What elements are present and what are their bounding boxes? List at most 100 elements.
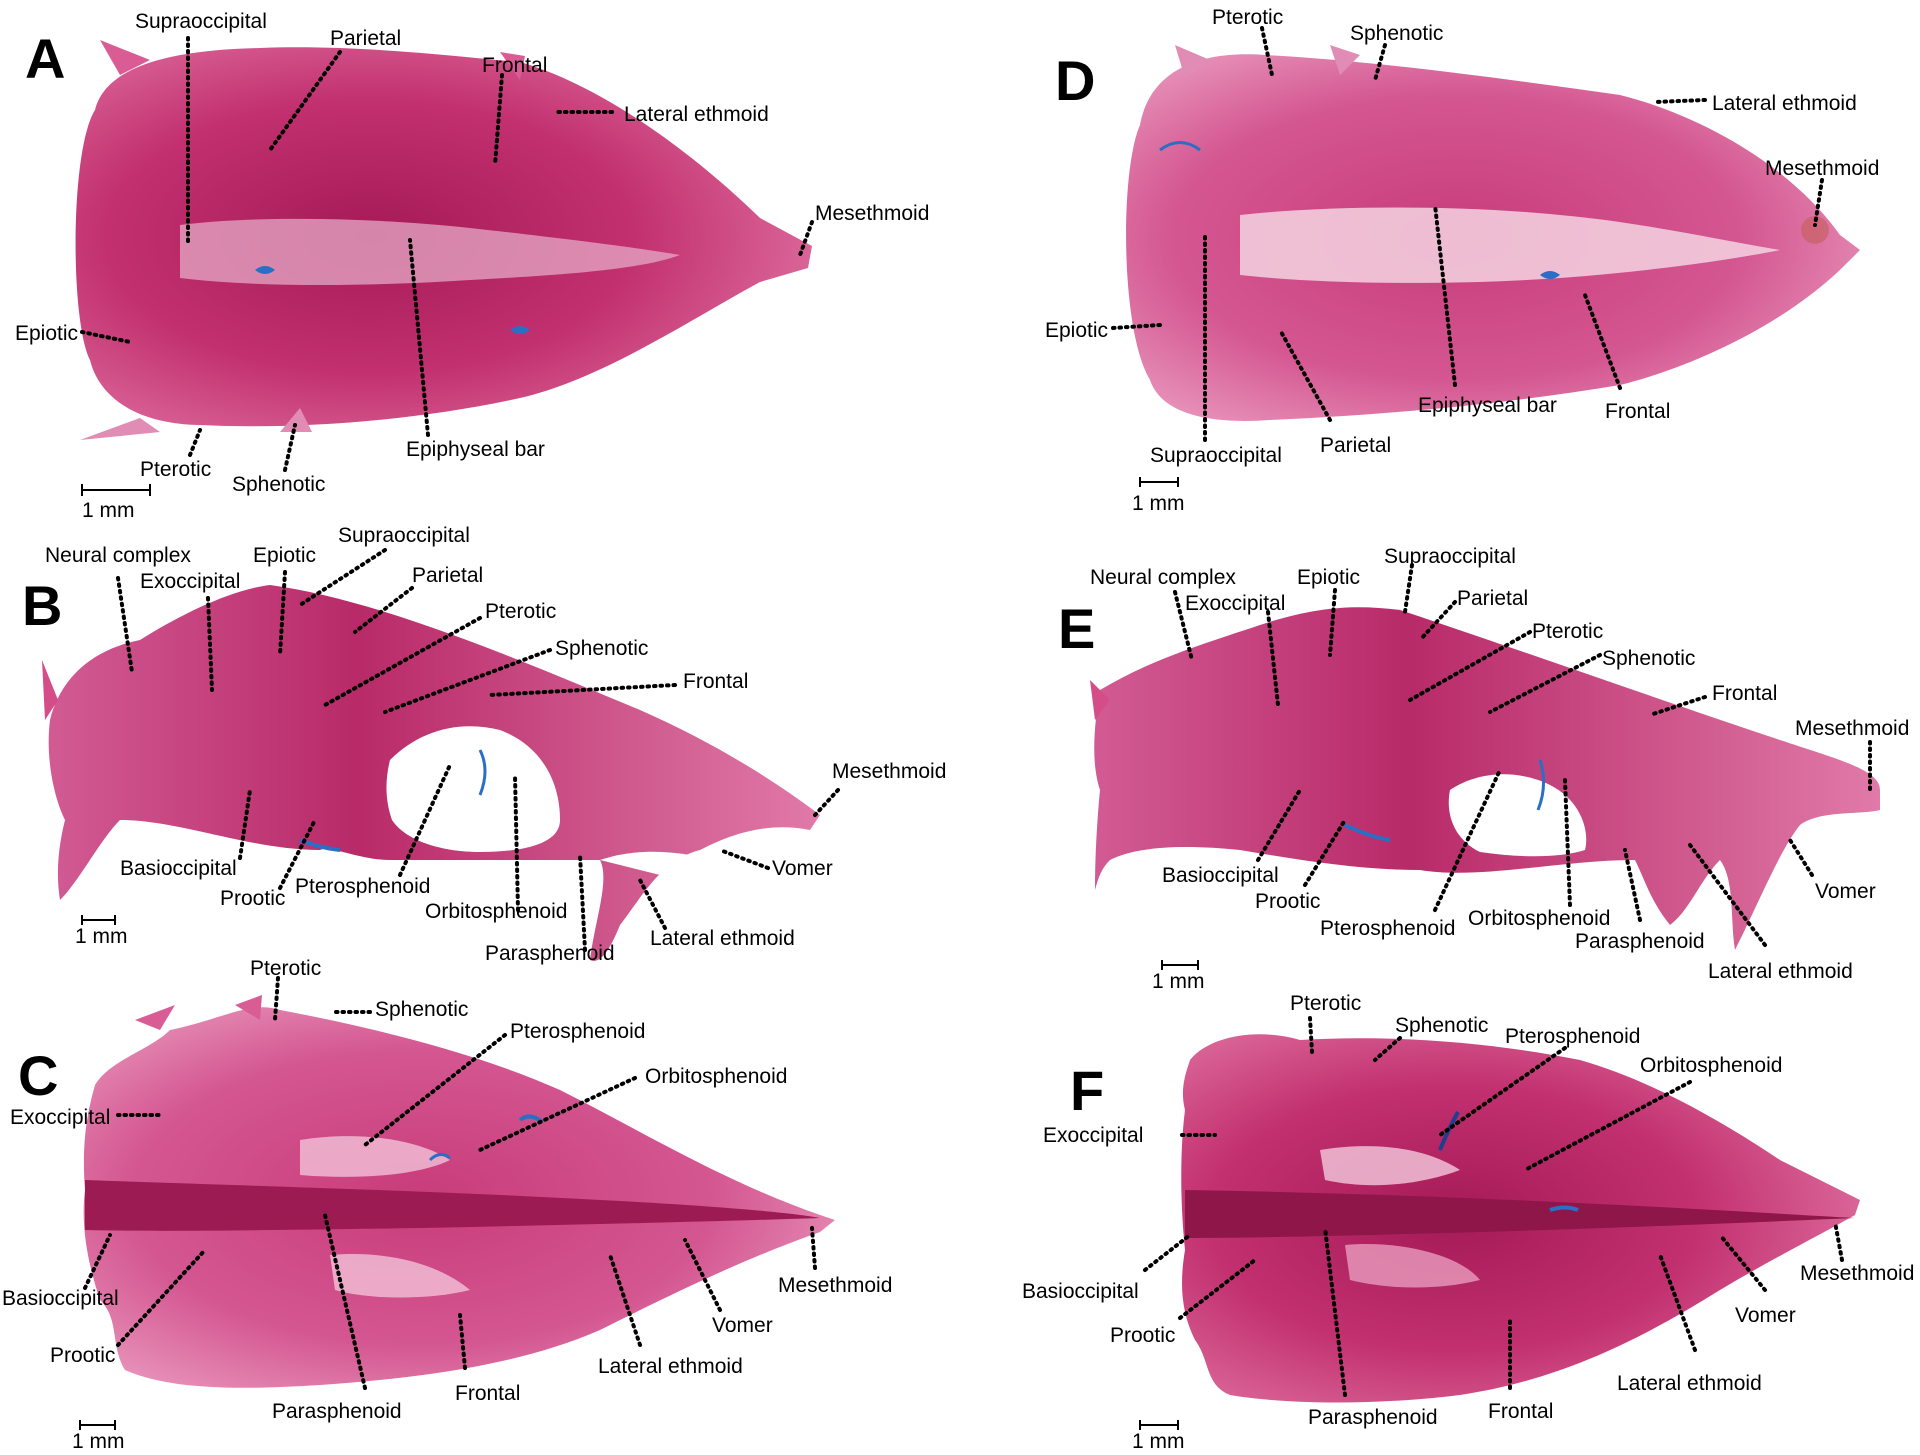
label-mesethmoid-c: Mesethmoid	[778, 1274, 892, 1297]
scale-label-c: 1 mm	[72, 1430, 125, 1453]
label-pterotic-d: Pterotic	[1212, 6, 1283, 29]
label-supraoccipital-e: Supraoccipital	[1384, 545, 1516, 568]
label-basioccipital-b: Basioccipital	[120, 857, 237, 880]
panel-c: C 1 mm Pterotic Sphenotic Pterosphenoid …	[2, 957, 892, 1453]
label-basioccipital-f: Basioccipital	[1022, 1280, 1139, 1303]
scale-bar-f: 1 mm	[1132, 1420, 1185, 1453]
label-frontal-a: Frontal	[482, 54, 547, 77]
skull-ventral-photo-c	[83, 995, 836, 1388]
label-lateral-ethmoid-e: Lateral ethmoid	[1708, 960, 1853, 983]
label-epiotic-d: Epiotic	[1045, 319, 1108, 342]
label-supraoccipital-b: Supraoccipital	[338, 524, 470, 547]
label-sphenotic-f: Sphenotic	[1395, 1014, 1488, 1037]
scale-bar-e: 1 mm	[1152, 960, 1205, 993]
label-sphenotic-a: Sphenotic	[232, 473, 325, 496]
label-pterosphenoid-e: Pterosphenoid	[1320, 917, 1455, 940]
label-supraoccipital-d: Supraoccipital	[1150, 444, 1282, 467]
annotations-c: Pterotic Sphenotic Pterosphenoid Orbitos…	[2, 957, 892, 1423]
annotations-e: Neural complex Exoccipital Epiotic Supra…	[1090, 545, 1909, 983]
label-sphenotic-c: Sphenotic	[375, 998, 468, 1021]
label-exoccipital-c: Exoccipital	[10, 1106, 110, 1129]
skull-dorsal-photo-d	[1126, 45, 1860, 421]
label-pterosphenoid-f: Pterosphenoid	[1505, 1025, 1640, 1048]
label-parasphenoid-b: Parasphenoid	[485, 942, 615, 965]
label-vomer-c: Vomer	[712, 1314, 773, 1337]
label-mesethmoid-e: Mesethmoid	[1795, 717, 1909, 740]
label-epiphyseal-bar-a: Epiphyseal bar	[406, 438, 545, 461]
label-exoccipital-b: Exoccipital	[140, 570, 240, 593]
label-pterotic-f: Pterotic	[1290, 992, 1361, 1015]
label-vomer-e: Vomer	[1815, 880, 1876, 903]
panel-letter-e: E	[1058, 597, 1095, 660]
label-frontal-f: Frontal	[1488, 1400, 1553, 1423]
label-parietal-b: Parietal	[412, 564, 483, 587]
panel-a: A 1 mm Supraoccipital Parietal Frontal L…	[15, 10, 929, 522]
label-parietal-a: Parietal	[330, 27, 401, 50]
label-sphenotic-e: Sphenotic	[1602, 647, 1695, 670]
annotations-a: Supraoccipital Parietal Frontal Lateral …	[15, 10, 929, 496]
label-mesethmoid-a: Mesethmoid	[815, 202, 929, 225]
label-parasphenoid-f: Parasphenoid	[1308, 1406, 1438, 1429]
annotations-d: Pterotic Sphenotic Lateral ethmoid Meset…	[1045, 6, 1879, 467]
panel-e: E 1 mm Neural complex Exoccipital Epioti…	[1058, 545, 1909, 993]
label-exoccipital-f: Exoccipital	[1043, 1124, 1143, 1147]
label-epiotic-a: Epiotic	[15, 322, 78, 345]
label-frontal-d: Frontal	[1605, 400, 1670, 423]
label-pterotic-a: Pterotic	[140, 458, 211, 481]
label-mesethmoid-b: Mesethmoid	[832, 760, 946, 783]
label-frontal-c: Frontal	[455, 1382, 520, 1405]
label-orbitosphenoid-e: Orbitosphenoid	[1468, 907, 1610, 930]
panel-letter-b: B	[22, 574, 62, 637]
label-frontal-b: Frontal	[683, 670, 748, 693]
label-orbitosphenoid-b: Orbitosphenoid	[425, 900, 567, 923]
panel-b: B 1 mm Neural complex Exoccipital Epioti…	[22, 524, 946, 965]
skull-lateral-photo-e	[1090, 607, 1880, 950]
scale-label-b: 1 mm	[75, 925, 128, 948]
panel-d: D 1 mm Pterotic Sphenotic Lateral ethmoi…	[1045, 6, 1879, 515]
label-orbitosphenoid-c: Orbitosphenoid	[645, 1065, 787, 1088]
label-prootic-f: Prootic	[1110, 1324, 1175, 1347]
label-pterotic-e: Pterotic	[1532, 620, 1603, 643]
label-vomer-b: Vomer	[772, 857, 833, 880]
panel-letter-f: F	[1070, 1059, 1104, 1122]
label-neural-complex-b: Neural complex	[45, 544, 191, 567]
label-parasphenoid-e: Parasphenoid	[1575, 930, 1705, 953]
scale-bar-d: 1 mm	[1132, 477, 1185, 515]
scale-bar-c: 1 mm	[72, 1420, 125, 1453]
label-vomer-f: Vomer	[1735, 1304, 1796, 1327]
label-parasphenoid-c: Parasphenoid	[272, 1400, 402, 1423]
label-basioccipital-c: Basioccipital	[2, 1287, 119, 1310]
skull-dorsal-photo-a	[75, 40, 812, 440]
scale-label-d: 1 mm	[1132, 492, 1185, 515]
scale-label-f: 1 mm	[1132, 1430, 1185, 1453]
label-pterotic-b: Pterotic	[485, 600, 556, 623]
label-basioccipital-e: Basioccipital	[1162, 864, 1279, 887]
label-exoccipital-e: Exoccipital	[1185, 592, 1285, 615]
label-prootic-b: Prootic	[220, 887, 285, 910]
label-lateral-ethmoid-b: Lateral ethmoid	[650, 927, 795, 950]
label-prootic-c: Prootic	[50, 1344, 115, 1367]
panel-letter-c: C	[18, 1044, 58, 1107]
label-orbitosphenoid-f: Orbitosphenoid	[1640, 1054, 1782, 1077]
label-neural-complex-e: Neural complex	[1090, 566, 1236, 589]
skull-ventral-photo-f	[1181, 1034, 1860, 1403]
panel-f: F 1 mm Pterotic Sphenotic Pterosphenoid …	[1022, 992, 1914, 1453]
label-mesethmoid-d: Mesethmoid	[1765, 157, 1879, 180]
label-epiotic-b: Epiotic	[253, 544, 316, 567]
label-supraoccipital-a: Supraoccipital	[135, 10, 267, 33]
scale-label-a: 1 mm	[82, 499, 135, 522]
panel-letter-a: A	[25, 27, 65, 90]
label-pterosphenoid-b: Pterosphenoid	[295, 875, 430, 898]
label-mesethmoid-f: Mesethmoid	[1800, 1262, 1914, 1285]
label-parietal-e: Parietal	[1457, 587, 1528, 610]
label-sphenotic-b: Sphenotic	[555, 637, 648, 660]
label-sphenotic-d: Sphenotic	[1350, 22, 1443, 45]
label-frontal-e: Frontal	[1712, 682, 1777, 705]
scale-bar-b: 1 mm	[75, 915, 128, 948]
annotations-f: Pterotic Sphenotic Pterosphenoid Orbitos…	[1022, 992, 1914, 1429]
label-parietal-d: Parietal	[1320, 434, 1391, 457]
label-pterotic-c: Pterotic	[250, 957, 321, 980]
label-lateral-ethmoid-d: Lateral ethmoid	[1712, 92, 1857, 115]
label-epiotic-e: Epiotic	[1297, 566, 1360, 589]
